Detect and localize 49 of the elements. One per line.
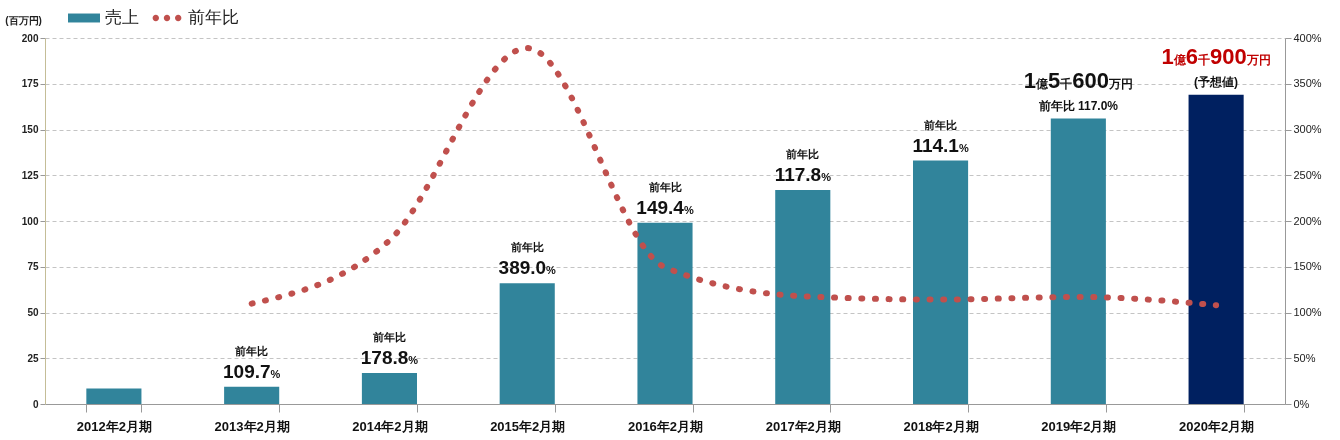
y2-tick-label: 0% bbox=[1293, 397, 1310, 410]
bar bbox=[1050, 118, 1106, 404]
y-tick-label: 150 bbox=[21, 124, 39, 135]
y2-tick-label: 150% bbox=[1293, 260, 1322, 273]
y-tick-label: 100 bbox=[21, 215, 39, 227]
y2-tick-label: 400% bbox=[1293, 31, 1322, 44]
bar bbox=[499, 283, 555, 404]
y2-tick-label: 50% bbox=[1293, 351, 1316, 364]
annotation: 前年比 114.1% bbox=[912, 118, 969, 156]
x-tick-label: 2017年2月期 bbox=[765, 418, 841, 434]
x-tick-label: 2014年2月期 bbox=[352, 418, 428, 434]
y2-tick-label: 350% bbox=[1293, 77, 1322, 90]
bar bbox=[361, 372, 417, 404]
annotation: 前年比 149.4% bbox=[636, 180, 694, 218]
bar bbox=[913, 160, 969, 404]
bar bbox=[637, 222, 693, 404]
x-tick-label: 2019年2月期 bbox=[1041, 418, 1117, 434]
y-tick-label: 175 bbox=[21, 78, 39, 90]
y-tick-label: 25 bbox=[27, 352, 39, 364]
bar bbox=[86, 388, 142, 404]
annotation: (予想値) bbox=[1194, 74, 1239, 89]
y-tick-label: 50 bbox=[27, 307, 39, 318]
legend-label: 売上 bbox=[105, 8, 139, 27]
y2-tick-label: 250% bbox=[1293, 168, 1322, 181]
annotation: 前年比 117.8% bbox=[774, 147, 832, 185]
x-tick-label: 2015年2月期 bbox=[490, 418, 566, 434]
y-tick-label: 125 bbox=[21, 169, 39, 181]
legend-label: 前年比 bbox=[188, 8, 239, 27]
annotation: 前年比 117.0% bbox=[1037, 98, 1119, 113]
bar bbox=[775, 189, 831, 404]
annotation: 前年比 389.0% bbox=[498, 241, 557, 279]
y2-tick-label: 200% bbox=[1293, 214, 1322, 227]
annotation: 前年比 178.8% bbox=[360, 330, 419, 368]
y2-tick-label: 300% bbox=[1293, 123, 1322, 135]
bar bbox=[1188, 94, 1244, 404]
x-tick-label: 2016年2月期 bbox=[627, 418, 704, 434]
x-tick-label: 2013年2月期 bbox=[214, 418, 290, 434]
y-tick-label: 75 bbox=[27, 261, 39, 273]
x-tick-label: 2018年2月期 bbox=[903, 418, 979, 434]
bar bbox=[224, 386, 280, 404]
x-tick-label: 2020年2月期 bbox=[1179, 418, 1255, 434]
y-tick-label: 0 bbox=[32, 398, 39, 410]
annotation: 1億6千900万円 bbox=[1161, 43, 1271, 69]
annotation: 前年比 109.7% bbox=[223, 344, 281, 382]
annotation: 1億5千600万円 bbox=[1023, 67, 1133, 93]
y2-tick-label: 100% bbox=[1293, 306, 1322, 318]
x-tick-label: 2012年2月期 bbox=[76, 418, 152, 434]
y-tick-label: 200 bbox=[21, 32, 39, 44]
y-axis-title: (百万円) bbox=[5, 14, 42, 26]
